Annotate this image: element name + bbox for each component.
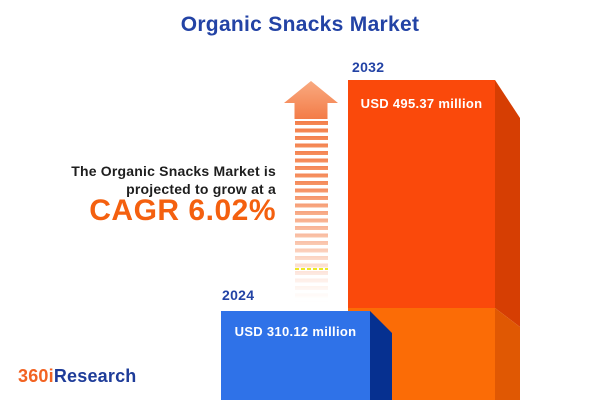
- bar-2024-face: [221, 311, 370, 400]
- page-title: Organic Snacks Market: [180, 13, 420, 36]
- bar-2032-face: [348, 80, 495, 308]
- bar-2024-side: [370, 311, 392, 400]
- growth-arrow-icon: [284, 81, 338, 119]
- bar-2032-side: [495, 80, 520, 327]
- projection-text: The Organic Snacks Market is projected t…: [20, 162, 276, 227]
- bar-2032-lower-side: [495, 308, 520, 400]
- logo-prefix: 360i: [18, 366, 54, 386]
- year-label-2032: 2032: [352, 59, 385, 75]
- year-label-2024: 2024: [222, 287, 255, 303]
- company-logo: 360iResearch: [18, 366, 137, 387]
- logo-suffix: Research: [53, 366, 137, 386]
- projection-line-2: projected to grow at a: [126, 181, 276, 197]
- projection-line-1: The Organic Snacks Market is: [71, 163, 276, 179]
- value-label-2032: USD 495.37 million: [360, 96, 483, 111]
- growth-arrow-shaft: [295, 121, 328, 302]
- value-label-2024: USD 310.12 million: [234, 324, 357, 339]
- cagr-value: CAGR 6.02%: [89, 194, 276, 227]
- yellow-dashed-line: [295, 268, 328, 270]
